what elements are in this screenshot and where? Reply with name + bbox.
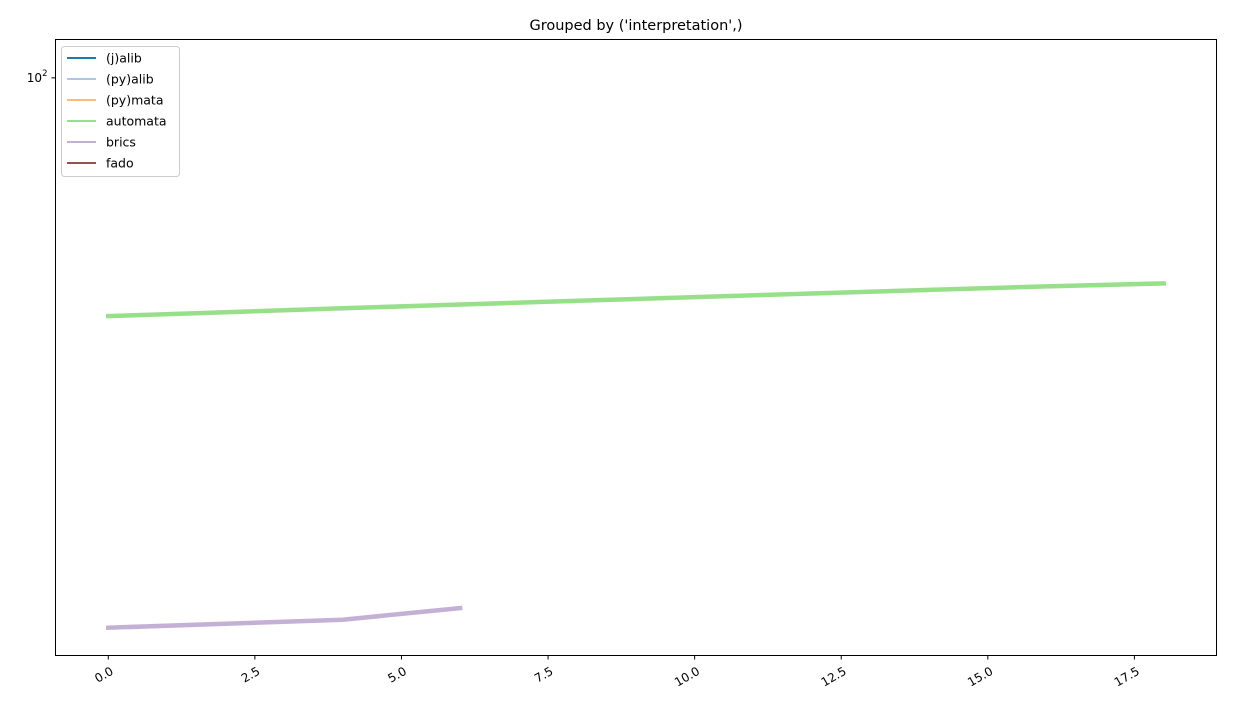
series-lines xyxy=(105,281,1167,631)
x-tick-label: 5.0 xyxy=(385,664,409,686)
x-tick-label: 15.0 xyxy=(965,664,995,689)
legend: (j)alib (py)alib (py)mata automata brics fado xyxy=(61,46,180,177)
legend-label: automata xyxy=(106,114,167,129)
x-tick-label: 10.0 xyxy=(672,664,702,689)
legend-label: brics xyxy=(106,135,136,150)
legend-label: (py)mata xyxy=(106,93,163,108)
y-tick-label: 102 xyxy=(27,69,48,85)
x-tick-label: 2.5 xyxy=(239,664,263,686)
x-tick-label: 17.5 xyxy=(1112,664,1142,689)
y-axis: 102 xyxy=(27,69,56,85)
series-line-4 xyxy=(105,605,463,631)
x-axis: 0.0 2.5 5.0 7.5 10.0 12.5 15.0 17.5 xyxy=(92,655,1142,689)
plot-area xyxy=(55,39,1217,656)
series-line-3 xyxy=(105,281,1167,319)
legend-label: (j)alib xyxy=(106,51,142,66)
x-tick-label: 12.5 xyxy=(819,664,849,689)
legend-label: (py)alib xyxy=(106,72,154,87)
x-tick-label: 0.0 xyxy=(92,664,116,686)
chart-title: Grouped by ('interpretation',) xyxy=(529,18,742,34)
legend-label: fado xyxy=(106,156,134,171)
x-tick-label: 7.5 xyxy=(532,664,556,686)
